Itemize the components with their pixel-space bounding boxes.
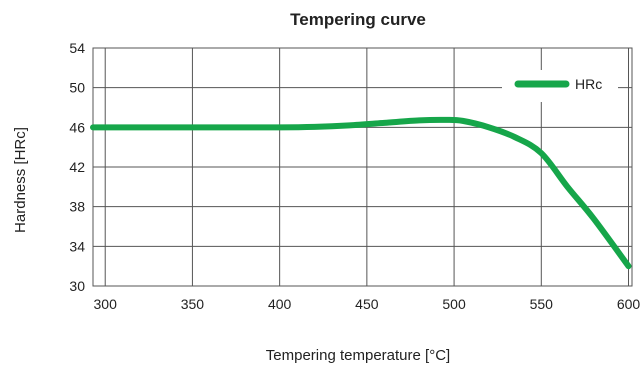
series-layer — [90, 116, 632, 270]
x-tick-label: 550 — [530, 296, 554, 312]
y-tick-label: 54 — [69, 40, 85, 56]
x-axis-ticks: 300 350 400 450 500 550 600 — [94, 296, 641, 312]
x-tick-label: 600 — [617, 296, 641, 312]
y-axis-label: Hardness [HRc] — [12, 127, 29, 233]
legend: HRc — [502, 70, 618, 102]
y-tick-label: 42 — [69, 159, 85, 175]
x-axis-label: Tempering temperature [°C] — [266, 347, 450, 364]
x-tick-label: 500 — [442, 296, 466, 312]
y-tick-label: 46 — [69, 119, 85, 135]
series-line-hrc — [90, 116, 632, 270]
x-tick-label: 300 — [94, 296, 118, 312]
legend-label-hrc: HRc — [575, 76, 602, 92]
y-tick-label: 34 — [69, 238, 85, 254]
x-tick-label: 350 — [181, 296, 205, 312]
y-tick-label: 30 — [69, 278, 85, 294]
y-tick-label: 38 — [69, 199, 85, 215]
y-tick-label: 50 — [69, 80, 85, 96]
x-tick-label: 450 — [355, 296, 379, 312]
x-tick-label: 400 — [268, 296, 292, 312]
plot-frame — [92, 47, 633, 287]
y-axis-ticks: 30 34 38 42 46 50 54 — [69, 40, 85, 294]
chart-title: Tempering curve — [290, 10, 426, 29]
